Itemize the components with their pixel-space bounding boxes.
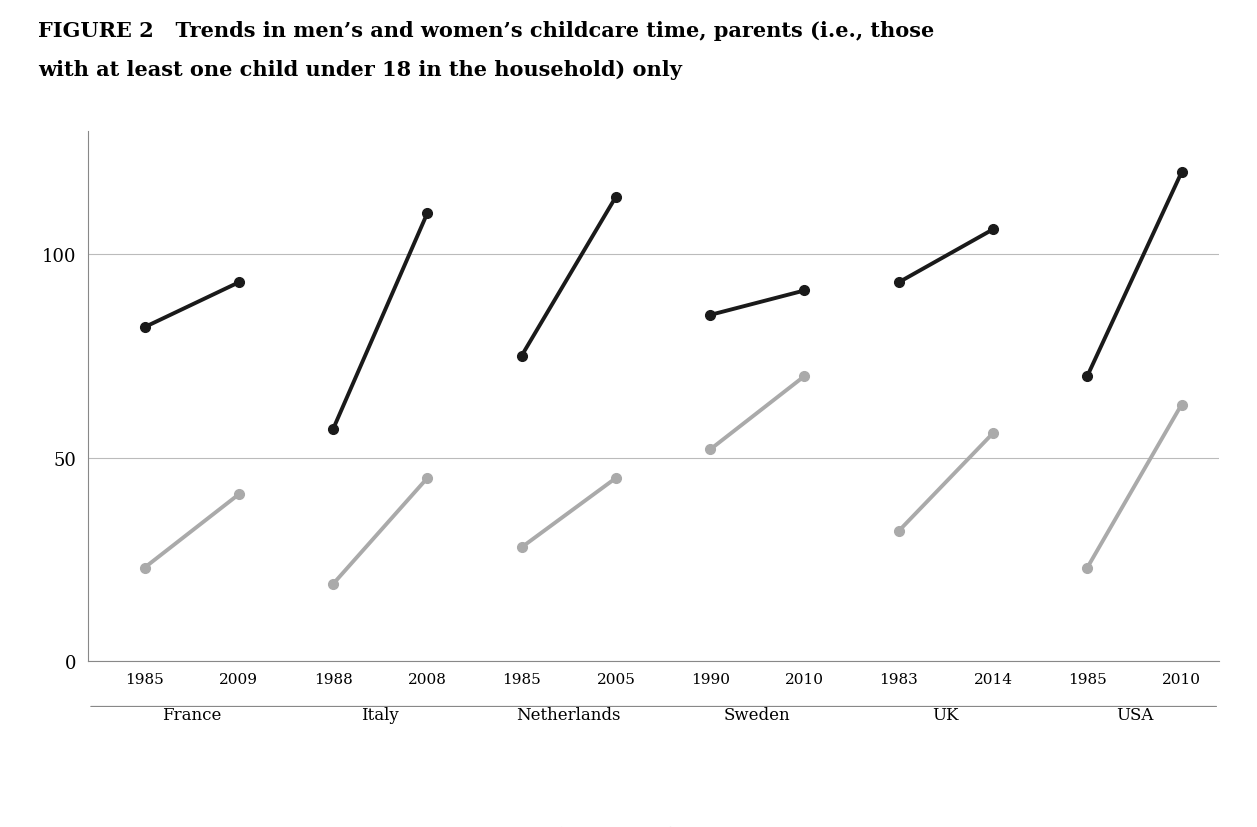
- Text: Netherlands: Netherlands: [517, 706, 621, 723]
- Text: France: France: [162, 706, 221, 723]
- Text: UK: UK: [933, 706, 959, 723]
- Text: Italy: Italy: [361, 706, 400, 723]
- Text: Sweden: Sweden: [724, 706, 791, 723]
- Text: USA: USA: [1116, 706, 1153, 723]
- Text: FIGURE 2   Trends in men’s and women’s childcare time, parents (i.e., those: FIGURE 2 Trends in men’s and women’s chi…: [38, 21, 934, 41]
- Legend: Men, Women: Men, Women: [534, 818, 773, 827]
- Text: with at least one child under 18 in the household) only: with at least one child under 18 in the …: [38, 60, 681, 79]
